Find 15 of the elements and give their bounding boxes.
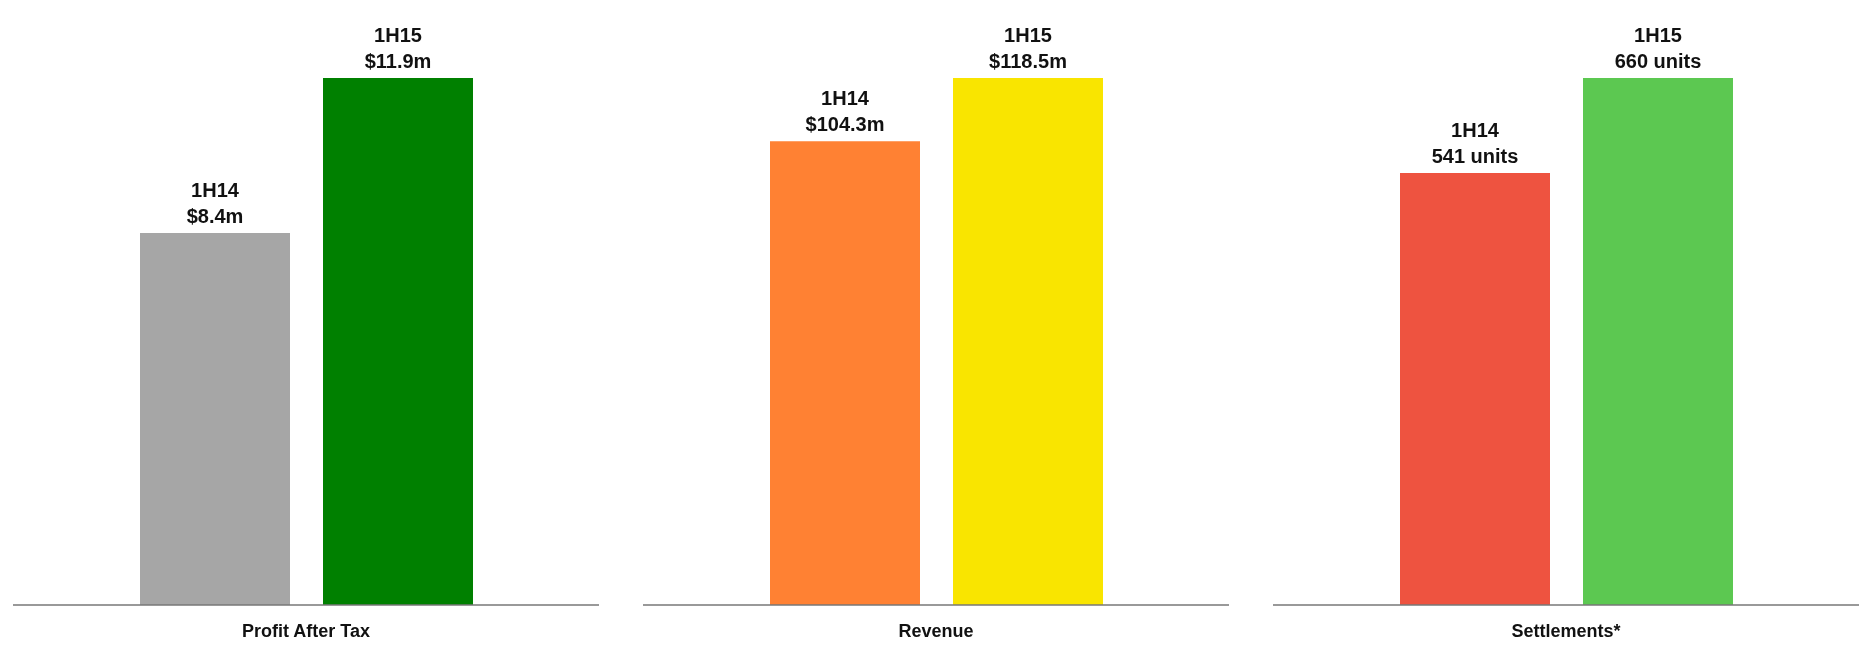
x-tick-label: 1H15	[1634, 24, 1682, 46]
data-label: $104.3m	[805, 113, 885, 136]
data-label: $11.9m	[364, 50, 432, 72]
data-label: $8.4m	[186, 205, 244, 227]
x-tick-label: 1H14	[821, 87, 870, 110]
data-label: 660 units	[1614, 50, 1702, 72]
x-tick-label: 1H14	[1451, 119, 1500, 142]
x-tick-label: 1H15	[1004, 24, 1052, 46]
x-axis-title: Settlements*	[1511, 621, 1621, 641]
data-label: 541 units	[1431, 145, 1519, 168]
x-axis-title: Profit After Tax	[241, 621, 371, 641]
x-tick-label: 1H15	[374, 24, 422, 46]
x-axis-title: Revenue	[898, 621, 974, 641]
data-label: $118.5m	[989, 50, 1067, 72]
x-tick-label: 1H14	[191, 179, 240, 201]
